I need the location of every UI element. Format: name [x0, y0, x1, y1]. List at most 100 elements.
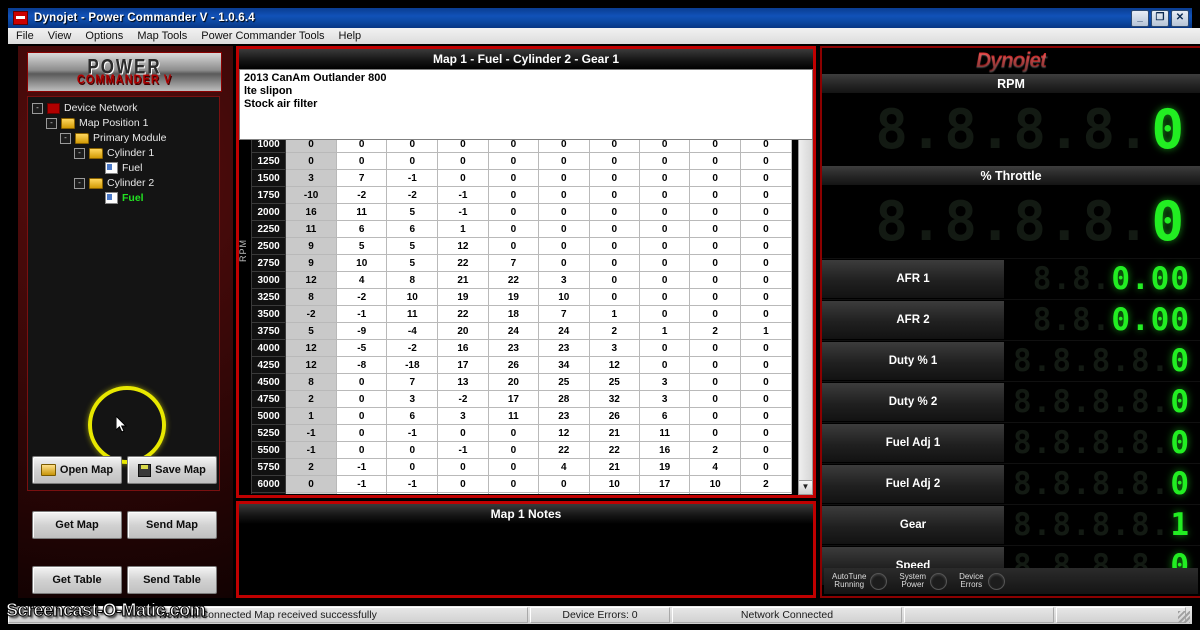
map-cell[interactable]: 17: [437, 356, 489, 374]
map-cell[interactable]: 28: [538, 390, 590, 408]
map-cell[interactable]: 0: [739, 288, 792, 306]
table-row[interactable]: 2000 16 11 5 -1 0 0 0 0 0 0: [251, 203, 792, 221]
map-cell[interactable]: 0: [588, 186, 640, 204]
map-cell[interactable]: 0: [689, 237, 741, 255]
map-cell[interactable]: 0: [437, 169, 489, 187]
map-cell[interactable]: 0: [285, 152, 337, 170]
map-cell[interactable]: 16: [285, 203, 337, 221]
map-cell[interactable]: 7: [538, 305, 590, 323]
map-cell[interactable]: 4: [538, 458, 590, 476]
map-cell[interactable]: 0: [335, 441, 388, 459]
table-row[interactable]: 3750 5 -9 -4 20 24 24 2 1 2 1: [251, 322, 792, 340]
map-cell[interactable]: 0: [689, 390, 741, 408]
map-cell[interactable]: 2: [538, 492, 590, 494]
map-cell[interactable]: 0: [386, 441, 439, 459]
map-cell[interactable]: 10: [538, 288, 590, 306]
row-header[interactable]: 1500: [251, 169, 287, 187]
map-cell[interactable]: 0: [739, 356, 792, 374]
row-header[interactable]: 1750: [251, 186, 287, 204]
map-cell[interactable]: 16: [437, 339, 489, 357]
map-notes-textarea[interactable]: 2013 CanAm Outlander 800 lte slipon Stock …: [239, 69, 813, 140]
map-cell[interactable]: 5: [335, 237, 388, 255]
table-row[interactable]: 1500 3 7 -1 0 0 0 0 0 0 0: [251, 169, 792, 187]
map-cell[interactable]: 7: [335, 169, 388, 187]
row-header[interactable]: 5750: [251, 458, 287, 476]
map-cell[interactable]: -1: [335, 475, 388, 493]
map-cell[interactable]: 0: [689, 373, 741, 391]
table-row[interactable]: 1750 -10 -2 -2 -1 0 0 0 0 0 0: [251, 186, 792, 204]
map-cell[interactable]: 0: [689, 271, 741, 289]
row-header[interactable]: 4500: [251, 373, 287, 391]
scroll-down-arrow[interactable]: ▼: [799, 480, 812, 494]
map-cell[interactable]: 0: [739, 441, 792, 459]
map-cell[interactable]: 22: [437, 305, 489, 323]
map-cell[interactable]: 0: [689, 407, 741, 425]
map-cell[interactable]: 5: [739, 492, 792, 494]
map-cell[interactable]: 0: [638, 169, 691, 187]
map-cell[interactable]: 0: [588, 169, 640, 187]
map-cell[interactable]: -1: [285, 441, 337, 459]
map-cell[interactable]: 13: [437, 373, 489, 391]
row-header[interactable]: 3000: [251, 271, 287, 289]
map-cell[interactable]: 0: [588, 271, 640, 289]
tree-expander[interactable]: -: [32, 102, 43, 114]
map-cell[interactable]: 12: [538, 424, 590, 442]
map-cell[interactable]: 0: [335, 390, 388, 408]
map-cell[interactable]: 0: [689, 169, 741, 187]
map-cell[interactable]: -2: [386, 186, 439, 204]
map-cell[interactable]: -1: [437, 441, 489, 459]
table-row[interactable]: 625000-1002511125: [251, 492, 792, 494]
map-cell[interactable]: 8: [386, 271, 439, 289]
map-cell[interactable]: 9: [285, 237, 337, 255]
map-cell[interactable]: 5: [588, 492, 640, 494]
row-header[interactable]: 6250: [251, 492, 287, 494]
map-cell[interactable]: 1: [638, 322, 691, 340]
map-cell[interactable]: 6: [335, 220, 388, 238]
map-cell[interactable]: 0: [285, 492, 337, 494]
row-header[interactable]: 4750: [251, 390, 287, 408]
map-cell[interactable]: 0: [689, 203, 741, 221]
map-cell[interactable]: 0: [538, 203, 590, 221]
map-cell[interactable]: 0: [386, 458, 439, 476]
tree-expander[interactable]: -: [74, 147, 85, 159]
map-cell[interactable]: 34: [538, 356, 590, 374]
map-cell[interactable]: 0: [538, 186, 590, 204]
map-cell[interactable]: 23: [538, 407, 590, 425]
map-cell[interactable]: 12: [437, 237, 489, 255]
map-cell[interactable]: 0: [437, 424, 489, 442]
map-cell[interactable]: 3: [386, 390, 439, 408]
map-cell[interactable]: 22: [588, 441, 640, 459]
map-cell[interactable]: 0: [588, 254, 640, 272]
map-cell[interactable]: 0: [538, 254, 590, 272]
map-cell[interactable]: 24: [538, 322, 590, 340]
map-cell[interactable]: 0: [588, 220, 640, 238]
map-cell[interactable]: 0: [335, 407, 388, 425]
map-cell[interactable]: 26: [487, 356, 540, 374]
send-table-button[interactable]: Send Table: [127, 566, 217, 594]
map-cell[interactable]: 0: [487, 458, 540, 476]
map-cell[interactable]: 0: [638, 254, 691, 272]
map-cell[interactable]: -4: [386, 322, 439, 340]
map-cell[interactable]: -1: [335, 458, 388, 476]
map-cell[interactable]: 5: [386, 203, 439, 221]
map-cell[interactable]: -2: [285, 305, 337, 323]
map-cell[interactable]: 0: [689, 186, 741, 204]
row-header[interactable]: 3250: [251, 288, 287, 306]
send-map-button[interactable]: Send Map: [127, 511, 217, 539]
map-cell[interactable]: 0: [487, 152, 540, 170]
map-cell[interactable]: 11: [638, 424, 691, 442]
map-cell[interactable]: 0: [538, 237, 590, 255]
table-row[interactable]: 5500 -1 0 0 -1 0 22 22 16 2 0: [251, 441, 792, 459]
device-tree[interactable]: - Device Network - Map Position 1- Primary M…: [27, 96, 220, 491]
map-cell[interactable]: 10: [689, 475, 741, 493]
map-cell[interactable]: 0: [689, 254, 741, 272]
map-cell[interactable]: 5: [386, 237, 439, 255]
map-cell[interactable]: -9: [335, 322, 388, 340]
map-cell[interactable]: 0: [335, 492, 388, 494]
table-row[interactable]: 6000 0 -1 -1 0 0 0 10 17 10 2: [251, 475, 792, 493]
resize-grip[interactable]: [1178, 611, 1190, 623]
map-cell[interactable]: 10: [335, 254, 388, 272]
map-cell[interactable]: 0: [487, 441, 540, 459]
map-cell[interactable]: 0: [588, 152, 640, 170]
map-cell[interactable]: 7: [487, 254, 540, 272]
